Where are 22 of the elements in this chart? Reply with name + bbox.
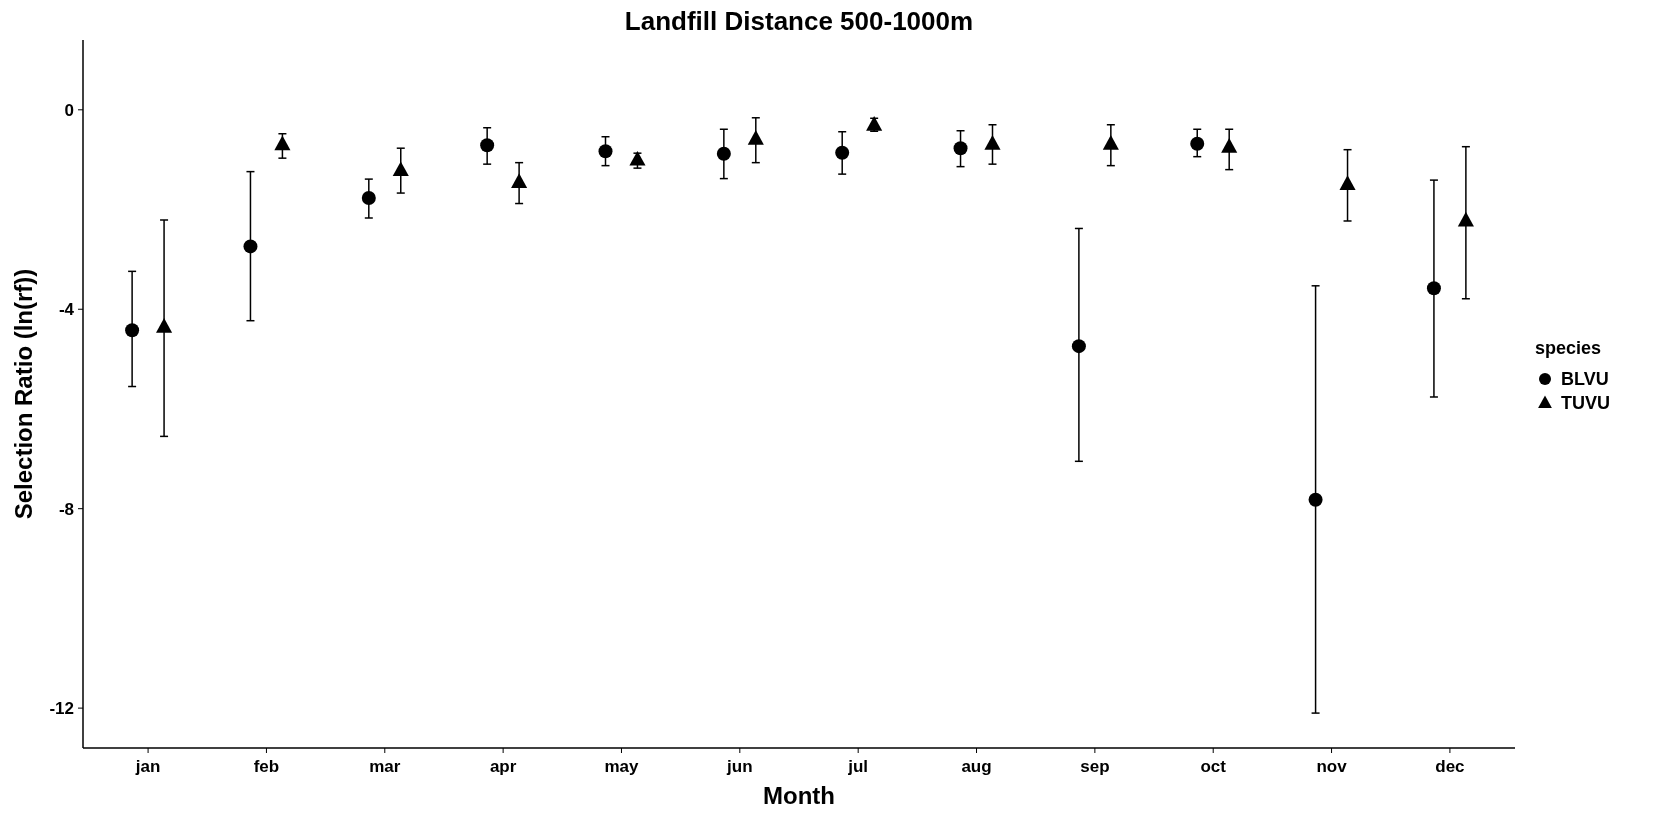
x-tick-label: oct <box>1200 757 1227 776</box>
x-tick-label: jan <box>134 757 161 776</box>
chart-title: Landfill Distance 500-1000m <box>624 6 974 36</box>
y-tick-label: -4 <box>58 300 75 320</box>
x-tick-label: apr <box>489 757 517 776</box>
x-tick-label: jul <box>847 757 869 776</box>
x-tick-label: aug <box>961 757 992 776</box>
legend-title: species <box>1535 338 1602 358</box>
y-axis-title: Selection Ratio (ln(rf)) <box>10 268 37 520</box>
x-tick-label: dec <box>1435 757 1465 776</box>
x-tick-label: mar <box>369 757 401 776</box>
legend-label: TUVU <box>1561 393 1610 414</box>
y-tick-label: -8 <box>58 499 74 519</box>
y-tick-label: -12 <box>49 699 74 719</box>
x-tick-label: nov <box>1316 757 1348 776</box>
x-tick-label: may <box>604 757 640 776</box>
legend-label: BLVU <box>1561 369 1609 390</box>
x-tick-label: feb <box>253 757 280 776</box>
x-tick-label: jun <box>726 757 753 776</box>
x-axis-title: Month <box>763 782 835 809</box>
x-tick-label: sep <box>1080 757 1110 776</box>
y-tick-label: 0 <box>64 100 74 120</box>
